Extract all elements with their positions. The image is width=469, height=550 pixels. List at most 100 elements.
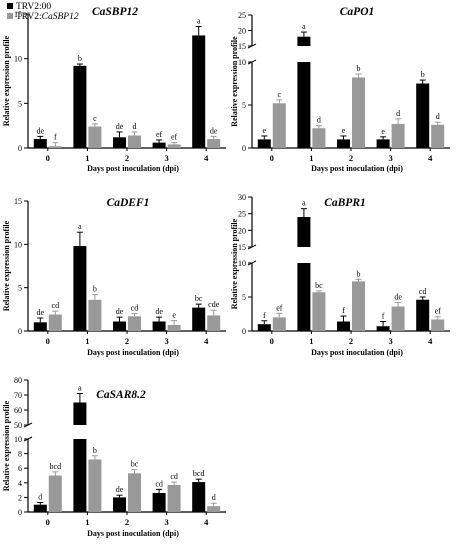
significance-label: a: [302, 199, 306, 208]
y-tick-label: 15: [14, 10, 22, 19]
x-tick-label: 3: [164, 336, 168, 346]
bar: [88, 126, 102, 148]
bar: [48, 146, 62, 148]
significance-label: cd: [131, 304, 139, 313]
significance-label: c: [93, 114, 97, 123]
significance-label: cd: [155, 479, 163, 488]
bar: [73, 439, 87, 512]
significance-label: d: [436, 112, 440, 121]
bar: [88, 299, 102, 331]
axis-break-mark: [247, 260, 257, 266]
significance-label: de: [155, 307, 163, 316]
significance-label: bc: [315, 281, 323, 290]
bar-upper: [297, 36, 311, 46]
significance-label: d: [133, 122, 137, 131]
bar: [73, 246, 87, 331]
significance-label: cde: [208, 300, 220, 309]
y-tick-label: 5: [18, 284, 22, 293]
x-tick-label: 2: [349, 336, 353, 346]
x-tick-label: 1: [85, 336, 89, 346]
bar: [113, 497, 126, 512]
significance-label: e: [172, 311, 176, 320]
significance-label: de: [37, 308, 45, 317]
y-tick-label: 80: [14, 376, 22, 385]
bar: [297, 263, 311, 331]
bar: [337, 321, 350, 331]
bar: [416, 83, 430, 148]
bar: [128, 135, 141, 148]
bar: [128, 473, 141, 512]
chart-sar82: CaSAR8.2 Relative expression profile Days …: [2, 376, 226, 538]
significance-label: d: [38, 493, 42, 502]
bar: [207, 139, 221, 148]
bar: [33, 504, 47, 512]
significance-label: b: [93, 285, 97, 294]
bar: [376, 139, 390, 148]
x-tick-label: 3: [164, 517, 168, 527]
chart-def1: CaDEF1 Relative expression profile Days po…: [2, 197, 226, 357]
y-tick-label: 10: [14, 435, 22, 444]
significance-label: a: [197, 17, 201, 26]
bar: [312, 128, 326, 148]
x-tick-label: 3: [388, 153, 392, 163]
axis-break-mark: [23, 436, 33, 442]
y-tick-label: 25: [238, 210, 246, 219]
significance-label: cd: [419, 287, 427, 296]
significance-label: e: [381, 127, 385, 136]
significance-label: d: [317, 116, 321, 125]
y-tick-label: 50: [14, 421, 22, 430]
legend-label: TRV2:CaSBP12: [16, 12, 79, 22]
bar: [192, 307, 206, 331]
significance-label: b: [357, 64, 361, 73]
x-tick-label: 0: [46, 336, 50, 346]
y-tick-label: 6: [18, 464, 22, 473]
y-tick-label: 8: [18, 450, 22, 459]
chart-bpr1: CaBPR1 Relative expression profile Days po…: [230, 193, 450, 357]
significance-label: de: [37, 126, 45, 135]
significance-label: f: [54, 133, 57, 142]
x-tick-label: 4: [204, 336, 209, 346]
x-tick-label: 4: [428, 153, 433, 163]
bar: [192, 482, 206, 512]
chart-po1: CaPO1 Relative expression profile Days pos…: [230, 6, 450, 173]
bar: [207, 506, 221, 512]
chart-title: CaBPR1: [324, 197, 366, 209]
bar-upper: [73, 402, 87, 425]
y-tick-label: 10: [238, 259, 246, 268]
bar: [431, 319, 445, 331]
y-axis-label: Relative expression profile: [230, 36, 239, 127]
bar: [192, 35, 206, 148]
y-tick-label: 15: [238, 42, 246, 51]
legend-label-prefix: TRV2:: [16, 12, 42, 22]
chart-title: CaPO1: [340, 6, 375, 18]
legend-swatch: [7, 13, 13, 19]
x-axis-label: Days post inoculation (dpi): [311, 348, 403, 357]
x-tick-label: 1: [309, 336, 313, 346]
x-tick-label: 1: [85, 153, 89, 163]
y-axis-label: Relative expression profile: [2, 400, 11, 491]
significance-label: de: [116, 307, 124, 316]
y-tick-label: 4: [18, 479, 22, 488]
x-tick-label: 1: [309, 153, 313, 163]
y-tick-label: 15: [238, 243, 246, 252]
y-tick-label: 20: [238, 226, 246, 235]
y-axis-label: Relative expression profile: [230, 218, 239, 309]
y-tick-label: 20: [238, 27, 246, 36]
x-axis-label: Days post inoculation (dpi): [87, 164, 179, 173]
x-tick-label: 1: [85, 517, 89, 527]
bar: [152, 493, 166, 512]
bar: [312, 292, 326, 331]
x-tick-label: 2: [125, 336, 129, 346]
significance-label: ef: [435, 307, 442, 316]
x-axis-label: Days post inoculation (dpi): [87, 348, 179, 357]
bar: [257, 139, 271, 148]
y-axis-label: Relative expression profile: [2, 220, 11, 311]
significance-label: ef: [171, 133, 178, 142]
significance-label: de: [116, 485, 124, 494]
bar: [391, 306, 405, 331]
y-tick-label: 2: [18, 493, 22, 502]
y-tick-label: 10: [238, 58, 246, 67]
x-tick-label: 2: [125, 517, 129, 527]
x-tick-label: 0: [270, 153, 274, 163]
